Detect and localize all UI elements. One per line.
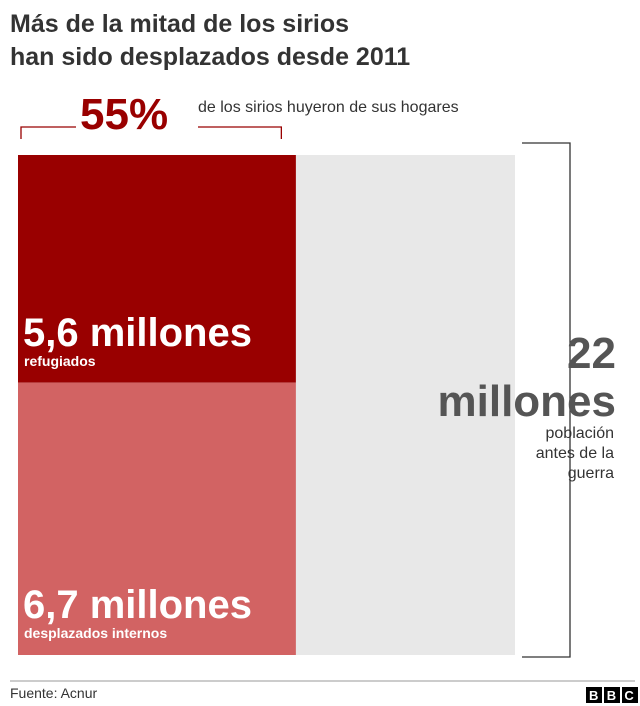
total-bracket bbox=[522, 142, 571, 658]
source: Fuente: Acnur bbox=[10, 685, 98, 701]
share-bracket bbox=[20, 126, 282, 139]
title-line: Más de la mitad de los sirios bbox=[10, 10, 350, 38]
segment bbox=[18, 155, 296, 383]
logo-box bbox=[604, 687, 620, 703]
title-line: han sido desplazados desde 2011 bbox=[10, 43, 411, 71]
segment bbox=[18, 382, 296, 655]
logo: BBC bbox=[589, 688, 640, 703]
segment-name: desplazados internos bbox=[24, 625, 168, 641]
segment-value-label: 6,7 millones bbox=[23, 583, 252, 627]
total-value-label: 22 millones bbox=[437, 329, 617, 426]
share-text: de los sirios huyeron de sus hogares bbox=[198, 99, 459, 116]
share-label: 55% bbox=[80, 90, 169, 139]
title: Más de la mitad de los sirios han sido d… bbox=[10, 8, 410, 74]
total-name: población antes de la guerra bbox=[535, 425, 614, 482]
segment-value-label: 5,6 millones bbox=[23, 310, 252, 355]
segment-name: refugiados bbox=[24, 352, 96, 369]
logo-box bbox=[622, 687, 638, 703]
logo-box bbox=[586, 687, 602, 703]
